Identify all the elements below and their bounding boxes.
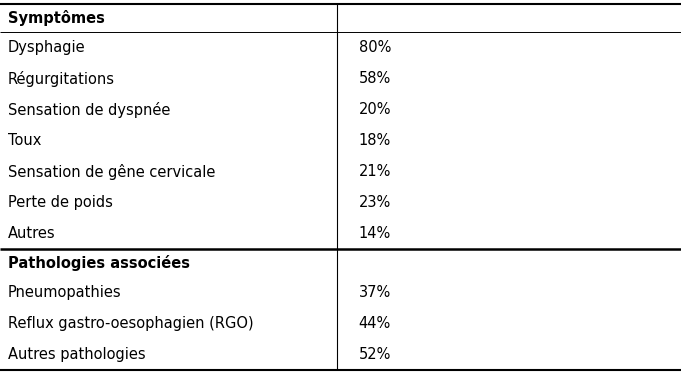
Text: 18%: 18% bbox=[359, 133, 391, 148]
Text: 23%: 23% bbox=[359, 195, 391, 210]
Text: 44%: 44% bbox=[359, 316, 391, 331]
Text: Toux: Toux bbox=[8, 133, 42, 148]
Text: Régurgitations: Régurgitations bbox=[8, 70, 115, 86]
Text: Dysphagie: Dysphagie bbox=[8, 40, 86, 55]
Text: 14%: 14% bbox=[359, 226, 391, 241]
Text: Autres: Autres bbox=[8, 226, 56, 241]
Text: 52%: 52% bbox=[359, 347, 391, 362]
Text: Reflux gastro-oesophagien (RGO): Reflux gastro-oesophagien (RGO) bbox=[8, 316, 253, 331]
Text: Sensation de dyspnée: Sensation de dyspnée bbox=[8, 102, 170, 117]
Text: Pathologies associées: Pathologies associées bbox=[8, 255, 190, 271]
Text: 80%: 80% bbox=[359, 40, 391, 55]
Text: 21%: 21% bbox=[359, 164, 391, 179]
Text: 20%: 20% bbox=[359, 102, 391, 117]
Text: Perte de poids: Perte de poids bbox=[8, 195, 113, 210]
Text: Autres pathologies: Autres pathologies bbox=[8, 347, 146, 362]
Text: Sensation de gêne cervicale: Sensation de gêne cervicale bbox=[8, 163, 215, 179]
Text: Pneumopathies: Pneumopathies bbox=[8, 285, 122, 300]
Text: 58%: 58% bbox=[359, 71, 391, 86]
Text: 37%: 37% bbox=[359, 285, 391, 300]
Text: Symptômes: Symptômes bbox=[8, 10, 105, 26]
